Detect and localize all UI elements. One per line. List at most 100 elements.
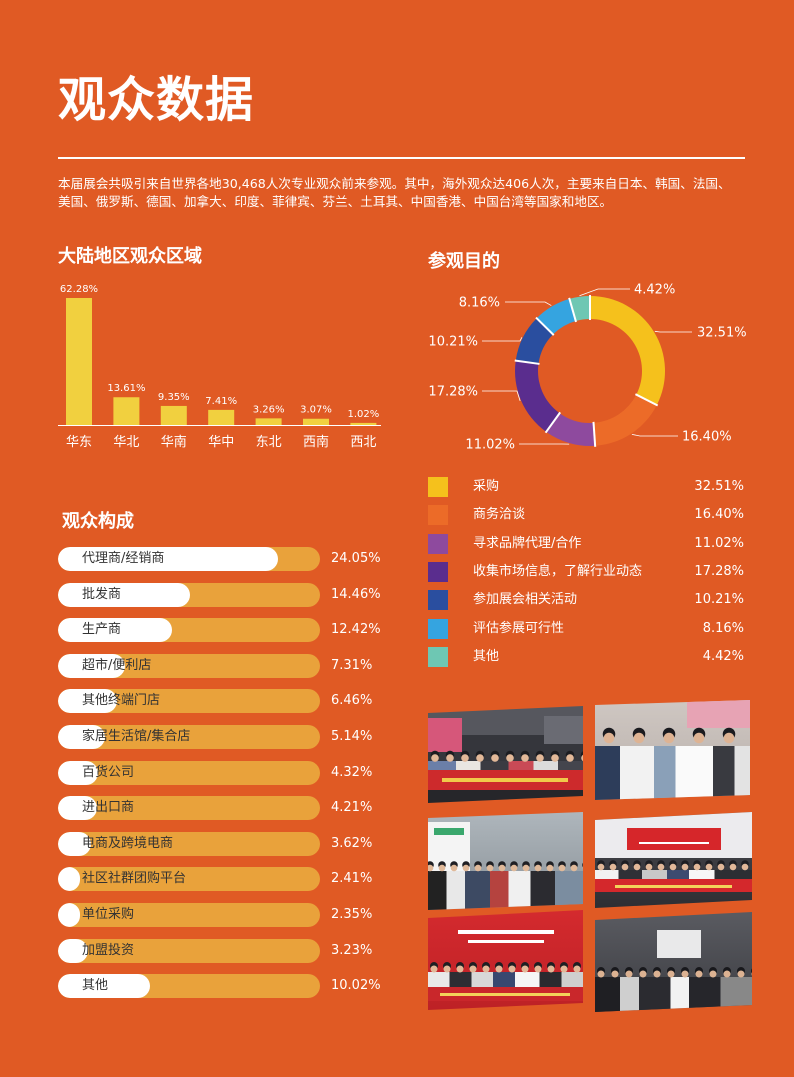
- composition-bar-track: [58, 653, 320, 678]
- composition-bar-track: [58, 903, 320, 927]
- title-divider: [58, 157, 745, 159]
- intro-paragraph: 本届展会共吸引来自世界各地30,468人次专业观众前来参观。其中，海外观众达40…: [58, 176, 731, 209]
- region-value-label: 9.35%: [158, 392, 190, 403]
- donut-separator: [535, 316, 555, 336]
- composition-bar-fill: [58, 903, 80, 927]
- legend-label: 收集市场信息，了解行业动态: [473, 563, 643, 579]
- region-value-label: 62.28%: [60, 284, 98, 295]
- donut-separator: [634, 393, 659, 407]
- composition-bar-track: [58, 582, 320, 607]
- composition-bar-fill: [58, 547, 279, 571]
- composition-category-label: 百货公司: [82, 764, 135, 780]
- region-value-label: 3.07%: [300, 405, 332, 416]
- composition-category-label: 单位采购: [82, 907, 135, 922]
- exhibition-photo-6: [595, 912, 752, 1012]
- legend-value: 17.28%: [694, 563, 744, 579]
- composition-bar-fill: [58, 725, 105, 749]
- legend-item: 收集市场信息，了解行业动态 17.28%: [428, 561, 744, 582]
- composition-row: 批发商 14.46%: [58, 582, 388, 607]
- exhibition-photo-5: [428, 910, 583, 1010]
- legend-value: 32.51%: [694, 479, 744, 494]
- legend-swatch: [428, 590, 448, 611]
- legend-item: 参加展会相关活动 10.21%: [428, 590, 744, 611]
- donut-value-label: 16.40%: [682, 430, 732, 445]
- legend-value: 4.42%: [702, 648, 744, 664]
- region-category-label: 华中: [208, 435, 234, 450]
- legend-item: 商务洽谈 16.40%: [428, 505, 744, 526]
- composition-row: 代理商/经销商 24.05%: [58, 547, 388, 571]
- exhibition-photo-2: [595, 700, 750, 800]
- donut-leader-line: [482, 337, 523, 342]
- legend-value: 10.21%: [694, 592, 744, 608]
- legend-value: 8.16%: [702, 620, 744, 636]
- composition-value-label: 3.23%: [331, 942, 373, 958]
- legend-item: 其他 4.42%: [428, 646, 744, 667]
- composition-bar-track: [58, 831, 320, 856]
- composition-value-label: 7.31%: [331, 657, 373, 673]
- legend-label: 采购: [473, 479, 500, 494]
- donut-separator: [592, 421, 597, 447]
- donut-leader-line: [631, 434, 678, 437]
- composition-row: 单位采购 2.35%: [58, 903, 388, 927]
- composition-bar-fill: [58, 938, 88, 963]
- composition-value-label: 6.46%: [331, 693, 373, 709]
- donut-value-label: 10.21%: [428, 335, 478, 350]
- composition-row: 社区社群团购平台 2.41%: [58, 867, 388, 892]
- donut-value-label: 11.02%: [465, 438, 515, 453]
- composition-value-label: 5.14%: [331, 729, 373, 744]
- composition-category-label: 电商及跨境电商: [82, 835, 174, 851]
- legend-swatch: [428, 533, 448, 554]
- donut-segment: [569, 296, 590, 321]
- legend-item: 评估参展可行性 8.16%: [428, 618, 744, 639]
- region-bar: [208, 409, 235, 425]
- composition-bar-fill: [58, 974, 150, 999]
- region-bar: [66, 298, 92, 425]
- composition-bar-track: [58, 760, 320, 785]
- composition-value-label: 2.41%: [331, 871, 373, 887]
- legend-item: 寻求品牌代理/合作 11.02%: [428, 533, 744, 554]
- composition-row: 百货公司 4.32%: [58, 760, 388, 785]
- composition-bar-track: [58, 938, 320, 963]
- composition-value-label: 4.21%: [331, 800, 373, 816]
- region-value-label: 3.26%: [253, 404, 285, 415]
- composition-value-label: 14.46%: [331, 586, 381, 602]
- composition-bar-fill: [58, 618, 172, 643]
- composition-bar-fill: [58, 653, 125, 678]
- donut-segment: [515, 318, 554, 364]
- donut-separator: [568, 297, 577, 323]
- composition-row: 其他 10.02%: [58, 974, 388, 999]
- composition-category-label: 其他终端门店: [82, 693, 161, 709]
- legend-swatch: [428, 561, 448, 582]
- legend-label: 寻求品牌代理/合作: [473, 535, 582, 551]
- donut-separator: [544, 411, 562, 434]
- composition-value-label: 4.32%: [331, 764, 373, 780]
- composition-category-label: 进出口商: [82, 800, 135, 816]
- composition-bar-fill: [58, 760, 98, 785]
- legend-value: 16.40%: [694, 507, 744, 523]
- region-chart-title: 大陆地区观众区域: [58, 246, 202, 267]
- exhibition-photo-1: [428, 706, 583, 803]
- region-category-label: 东北: [256, 435, 282, 450]
- composition-row: 电商及跨境电商 3.62%: [58, 831, 388, 856]
- composition-bar-fill: [58, 796, 97, 821]
- composition-row: 其他终端门店 6.46%: [58, 689, 388, 714]
- composition-bar-track: [58, 547, 320, 571]
- region-bar: [350, 422, 377, 425]
- donut-leader-line: [654, 330, 692, 333]
- composition-category-label: 批发商: [82, 586, 122, 602]
- composition-bar-track: [58, 974, 320, 999]
- composition-row: 生产商 12.42%: [58, 618, 388, 643]
- donut-separator: [514, 359, 540, 365]
- exhibition-photo-4: [595, 812, 752, 908]
- purpose-donut-chart: 32.51% 16.40% 11.02% 17.28% 10.21% 8.16% 4.42%: [428, 283, 746, 453]
- composition-category-label: 生产商: [82, 622, 122, 638]
- legend-value: 11.02%: [694, 535, 744, 551]
- region-category-label: 西南: [303, 434, 329, 450]
- page-title: 观众数据: [58, 72, 255, 128]
- composition-bar-track: [58, 796, 320, 821]
- composition-value-label: 2.35%: [331, 907, 373, 922]
- donut-segment: [546, 413, 596, 447]
- composition-bar-track: [58, 725, 320, 749]
- composition-bar-track: [58, 689, 320, 714]
